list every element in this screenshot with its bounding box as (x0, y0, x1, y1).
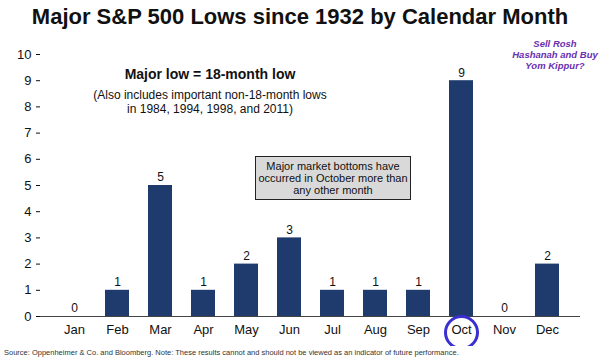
svg-text:5: 5 (157, 170, 164, 184)
html-text:Major S&P 500 Lows since 1932: Major S&P 500 Lows since 1932 by Calenda… (31, 4, 569, 29)
svg-text:1: 1 (114, 275, 121, 289)
svg-text:1: 1 (329, 275, 336, 289)
svg-text:2: 2 (243, 249, 250, 263)
svg-text:Feb: Feb (106, 322, 128, 337)
svg-text:3: 3 (286, 223, 293, 237)
svg-text:5: 5 (24, 178, 31, 193)
svg-text:Jan: Jan (64, 322, 85, 337)
svg-text:6: 6 (24, 151, 31, 166)
svg-text:Jun: Jun (279, 322, 300, 337)
svg-text:4: 4 (24, 204, 31, 219)
svg-text:Aug: Aug (364, 322, 387, 337)
svg-text:10: 10 (17, 47, 31, 62)
svg-text:Oct: Oct (451, 322, 472, 337)
svg-text:Dec: Dec (536, 322, 560, 337)
svg-text:0: 0 (71, 301, 78, 315)
html-text:Source: Oppenheimer & Co. and: Source: Oppenheimer & Co. and Bloomberg.… (4, 348, 459, 357)
svg-text:1: 1 (24, 282, 31, 297)
html-text:(Also includes important non-1: (Also includes important non-18-month lo… (93, 88, 327, 116)
svg-text:1: 1 (372, 275, 379, 289)
svg-text:9: 9 (458, 66, 465, 80)
svg-text:Mar: Mar (149, 322, 172, 337)
svg-text:0: 0 (501, 301, 508, 315)
svg-text:Sep: Sep (407, 322, 430, 337)
html-text:Major low = 18-month low: Major low = 18-month low (124, 66, 296, 82)
svg-text:8: 8 (24, 99, 31, 114)
svg-text:1: 1 (415, 275, 422, 289)
svg-text:3: 3 (24, 230, 31, 245)
svg-text:Apr: Apr (193, 322, 214, 337)
svg-text:9: 9 (24, 73, 31, 88)
html-text:Sell Rosh Hashanah and Buy Yom: Sell Rosh Hashanah and Buy Yom Kippur? (512, 38, 598, 71)
svg-text:7: 7 (24, 125, 31, 140)
svg-text:Jul: Jul (324, 322, 341, 337)
svg-text:May: May (234, 322, 259, 337)
svg-text:2: 2 (24, 256, 31, 271)
svg-text:2: 2 (544, 249, 551, 263)
svg-text:1: 1 (200, 275, 207, 289)
html-text:Major market bottoms have occu: Major market bottoms have occurred in Oc… (258, 160, 408, 196)
svg-text:0: 0 (24, 309, 31, 324)
svg-text:Nov: Nov (493, 322, 517, 337)
